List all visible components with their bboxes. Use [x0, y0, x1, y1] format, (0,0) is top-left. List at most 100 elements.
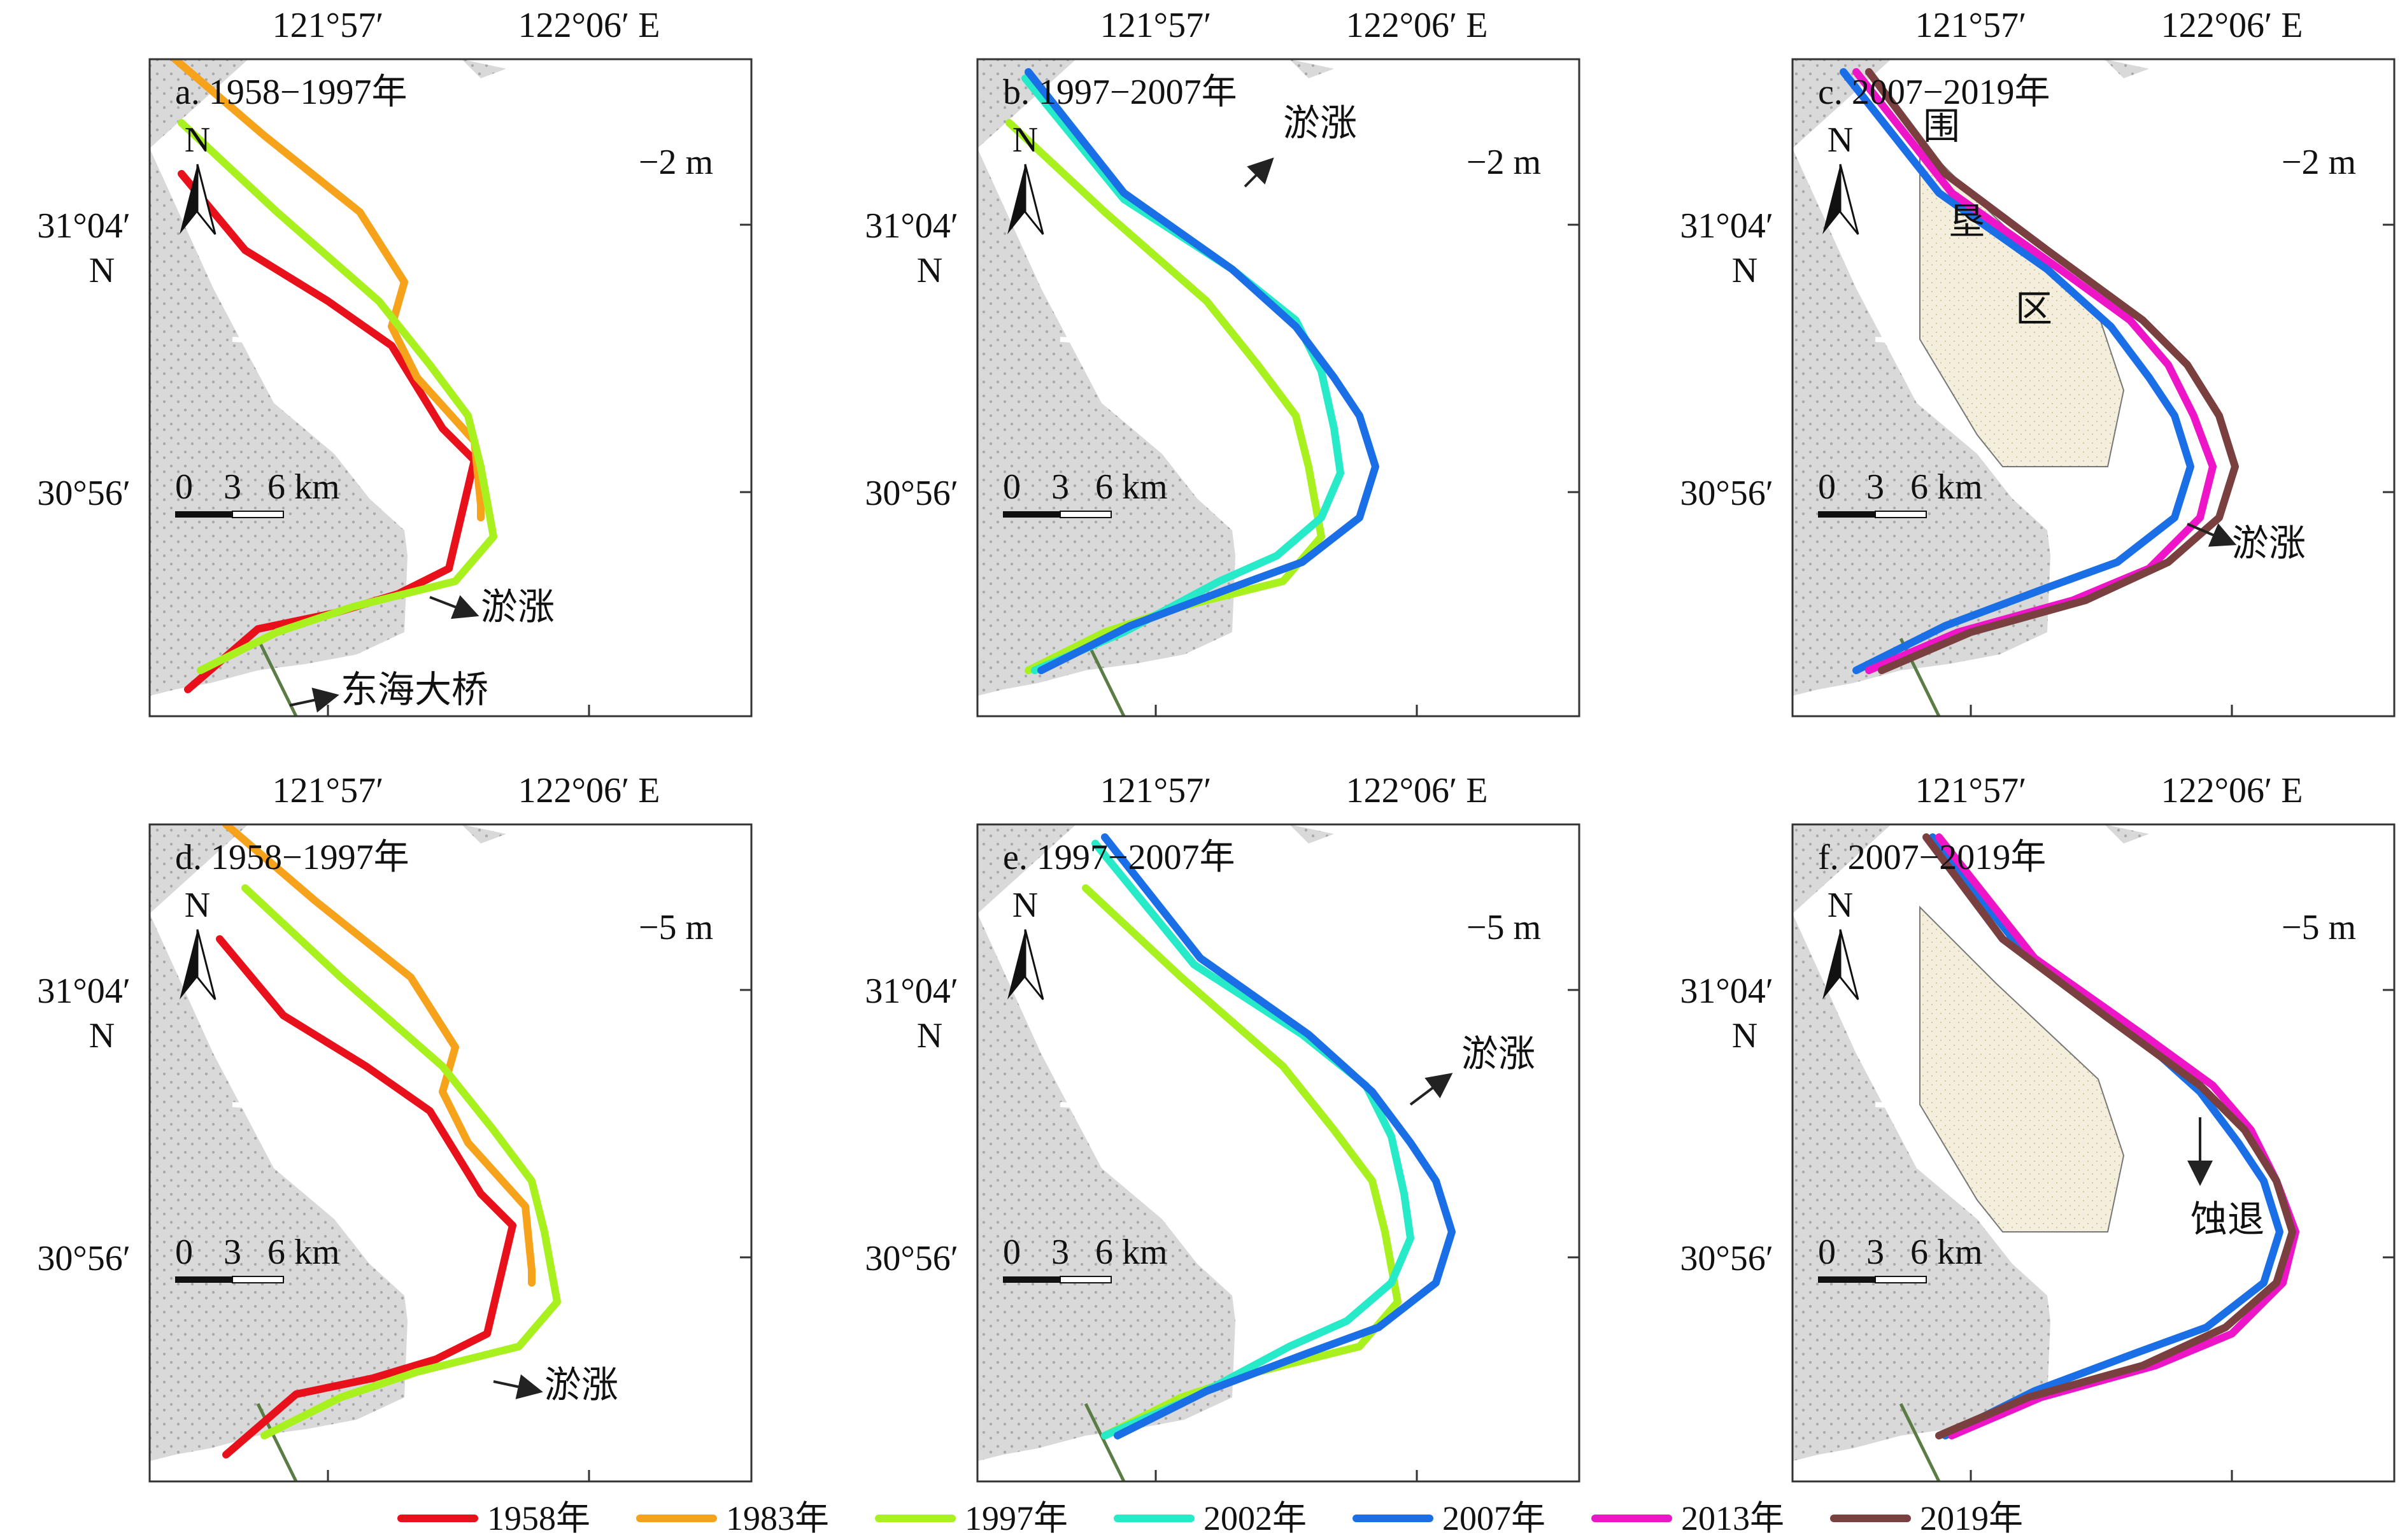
map-panel-f: 121°57′ 122°06′ E 31°04′ N 30°56′ f. 2007−201… [1680, 771, 2396, 1483]
legend-label: 1983年 [726, 1499, 829, 1537]
shoreline-2019年 [1922, 833, 2296, 1439]
land-area [977, 824, 1235, 1481]
latitude-label: N [917, 1016, 942, 1056]
longitude-label: 122°06′ E [2161, 771, 2303, 810]
north-arrow-icon: N [1007, 120, 1044, 235]
north-label: N [1012, 120, 1038, 160]
map-frame [1791, 58, 2396, 717]
map-panel-d: 121°57′ 122°06′ E 31°04′ N 30°56′ d. 1958−199… [37, 771, 753, 1483]
road-line [1060, 1102, 1102, 1110]
latitude-label: 30°56′ [37, 1239, 131, 1278]
shoreline-2007年 [1101, 833, 1456, 1439]
latitude-label: 31°04′ [37, 971, 131, 1011]
legend-label: 2013年 [1681, 1499, 1784, 1537]
annotation-label: 淤涨 [1283, 102, 1357, 144]
bridge-line [1084, 637, 1126, 716]
latitude-label: 30°56′ [865, 1239, 958, 1278]
shoreline-2019年 [1865, 68, 2239, 674]
north-label: N [185, 886, 210, 925]
longitude-label: 121°57′ [273, 6, 384, 45]
depth-label: −2 m [639, 143, 713, 182]
shoreline-1983年 [171, 59, 485, 521]
latitude-label: 30°56′ [1680, 474, 1773, 513]
scale-label: 3 [1051, 467, 1069, 507]
map-frame [148, 823, 753, 1483]
longitude-label: 122°06′ E [2161, 6, 2303, 45]
latitude-label: 30°56′ [865, 474, 958, 513]
bridge-line [1899, 1402, 1941, 1481]
depth-label: −2 m [1466, 143, 1541, 182]
annotation-label: 垦 [1949, 201, 1985, 243]
scale-label: 0 [1818, 467, 1836, 507]
land-area [1793, 59, 2050, 716]
annotation-label: 围 [1923, 106, 1960, 147]
scale-label: 3 [224, 1233, 241, 1272]
land-area [150, 824, 408, 1481]
scale-label: 3 [1866, 1233, 1884, 1272]
road-line [1875, 337, 1917, 344]
island-area [1289, 59, 1334, 78]
latitude-label: N [1732, 251, 1757, 290]
annotation-label: 东海大桥 [341, 669, 488, 710]
latitude-label: 31°04′ [37, 206, 131, 246]
shoreline-2007年 [1025, 68, 1379, 674]
scale-label: 0 [175, 467, 193, 507]
longitude-label: 122°06′ E [1346, 6, 1488, 45]
depth-label: −2 m [2282, 143, 2356, 182]
land-area [1793, 824, 2050, 1481]
road-line [1875, 1102, 1917, 1110]
latitude-label: N [89, 1016, 115, 1056]
panel-title: e. 1997−2007年 [1003, 838, 1235, 877]
latitude-label: 31°04′ [865, 971, 958, 1011]
latitude-label: 30°56′ [37, 474, 131, 513]
road-line [232, 1102, 274, 1110]
depth-label: −5 m [1466, 908, 1541, 947]
map-panel-a: 121°57′ 122°06′ E 31°04′ N 30°56′ a. 1958−199… [37, 6, 753, 717]
north-label: N [185, 120, 210, 160]
arrow-icon [493, 1374, 543, 1399]
reclamation-zone [1919, 905, 2125, 1233]
longitude-label: 122°06′ E [518, 6, 660, 45]
annotation-label: 区 [2015, 288, 2052, 330]
longitude-label: 122°06′ E [518, 771, 660, 810]
arrow-icon [2187, 523, 2237, 547]
legend: 1958年 1983年 1997年 2002年 2007年 2013年 2019年 [397, 1499, 2023, 1537]
legend-label: 1958年 [487, 1499, 590, 1537]
longitude-label: 121°57′ [1915, 6, 2027, 45]
north-arrow-icon: N [1007, 886, 1044, 1000]
legend-item: 2002年 [1114, 1499, 1307, 1537]
legend-item: 1997年 [875, 1499, 1068, 1537]
latitude-label: 31°04′ [1680, 206, 1773, 246]
scale-label: 0 [1003, 467, 1021, 507]
shoreline-2002年 [1091, 840, 1414, 1439]
scale-label: 6 km [267, 467, 340, 507]
scale-label: 0 [1818, 1233, 1836, 1272]
scale-label: 3 [1051, 1233, 1069, 1272]
north-arrow-icon: N [1822, 120, 1859, 235]
legend-label: 2002年 [1204, 1499, 1307, 1537]
arrow-icon [1409, 1073, 1453, 1106]
island-area [1289, 824, 1334, 844]
annotation-label: 淤涨 [481, 586, 555, 628]
legend-item: 2013年 [1591, 1499, 1784, 1537]
land-area [150, 59, 408, 716]
island-area [462, 824, 506, 844]
road-line [232, 337, 274, 344]
latitude-label: 30°56′ [1680, 1239, 1773, 1278]
longitude-label: 121°57′ [1100, 6, 1212, 45]
shoreline-2007年 [1840, 68, 2194, 674]
annotation-label: 淤涨 [544, 1364, 618, 1406]
latitude-label: N [89, 251, 115, 290]
north-label: N [1828, 886, 1853, 925]
map-panel-e: 121°57′ 122°06′ E 31°04′ N 30°56′ e. 1997−200… [865, 771, 1580, 1483]
scale-label: 0 [175, 1233, 193, 1272]
north-arrow-icon: N [180, 886, 217, 1000]
map-frame [1791, 823, 2396, 1483]
map-frame [148, 58, 753, 717]
annotation-label: 淤涨 [2232, 523, 2306, 564]
latitude-label: N [917, 251, 942, 290]
latitude-label: N [1732, 1016, 1757, 1056]
